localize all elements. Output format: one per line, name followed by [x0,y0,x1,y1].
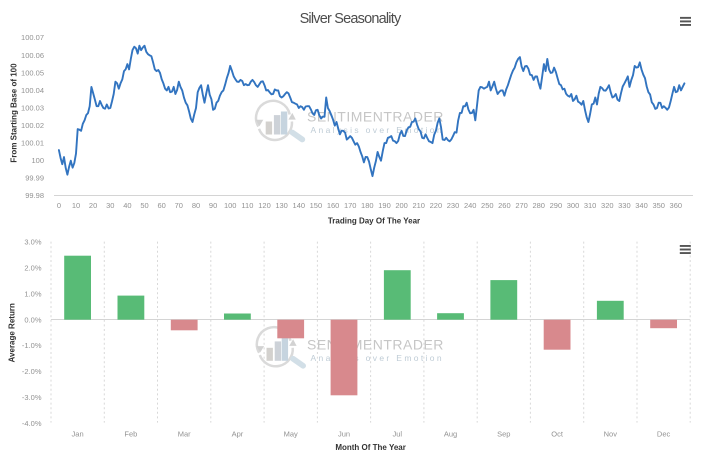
svg-text:340: 340 [635,201,648,210]
svg-text:Dec: Dec [657,429,671,438]
svg-text:-3.0%: -3.0% [22,393,42,402]
svg-text:360: 360 [670,201,683,210]
svg-text:270: 270 [515,201,528,210]
svg-text:100.01: 100.01 [21,139,44,148]
svg-text:320: 320 [601,201,614,210]
svg-text:100: 100 [224,201,237,210]
svg-text:170: 170 [344,201,357,210]
svg-text:10: 10 [72,201,80,210]
svg-text:120: 120 [258,201,271,210]
svg-text:Trading Day Of The Year: Trading Day Of The Year [328,216,420,225]
svg-text:350: 350 [652,201,665,210]
svg-text:100.02: 100.02 [21,121,44,130]
svg-text:160: 160 [327,201,340,210]
svg-text:260: 260 [498,201,511,210]
svg-text:Jun: Jun [338,429,350,438]
svg-text:50: 50 [140,201,148,210]
svg-text:100.04: 100.04 [21,86,44,95]
svg-text:100.06: 100.06 [21,51,44,60]
svg-text:60: 60 [158,201,166,210]
svg-text:Feb: Feb [124,429,137,438]
svg-text:Month Of The Year: Month Of The Year [335,443,406,452]
svg-text:2.0%: 2.0% [24,264,41,273]
svg-text:310: 310 [584,201,597,210]
svg-text:240: 240 [464,201,477,210]
svg-text:20: 20 [89,201,97,210]
svg-text:From Starting Base of 100: From Starting Base of 100 [10,63,19,163]
svg-text:130: 130 [275,201,288,210]
svg-text:Mar: Mar [178,429,191,438]
svg-text:Oct: Oct [551,429,564,438]
svg-text:180: 180 [361,201,374,210]
svg-text:99.98: 99.98 [25,191,44,200]
svg-text:Nov: Nov [604,429,618,438]
svg-text:May: May [284,429,298,438]
svg-text:100: 100 [31,156,44,165]
svg-text:-2.0%: -2.0% [22,367,42,376]
svg-text:3.0%: 3.0% [24,238,41,247]
svg-text:100.03: 100.03 [21,103,44,112]
svg-text:140: 140 [293,201,306,210]
svg-text:110: 110 [241,201,253,210]
svg-text:30: 30 [106,201,114,210]
svg-text:0: 0 [57,201,61,210]
svg-text:90: 90 [209,201,217,210]
svg-text:290: 290 [550,201,563,210]
svg-text:80: 80 [192,201,200,210]
svg-text:200: 200 [395,201,408,210]
svg-text:150: 150 [310,201,323,210]
svg-text:99.99: 99.99 [25,174,44,183]
svg-text:-4.0%: -4.0% [22,419,42,428]
svg-text:40: 40 [123,201,131,210]
svg-text:250: 250 [481,201,494,210]
svg-text:100.05: 100.05 [21,68,44,77]
svg-text:Aug: Aug [444,429,457,438]
svg-text:0.0%: 0.0% [24,315,41,324]
svg-text:Sep: Sep [497,429,510,438]
svg-text:330: 330 [618,201,631,210]
svg-text:190: 190 [378,201,391,210]
svg-text:210: 210 [412,201,425,210]
svg-text:1.0%: 1.0% [24,289,41,298]
svg-text:Jul: Jul [393,429,403,438]
svg-text:Apr: Apr [232,429,244,438]
svg-text:230: 230 [447,201,460,210]
svg-text:Jan: Jan [72,429,84,438]
svg-text:220: 220 [430,201,443,210]
svg-text:Silver Seasonality: Silver Seasonality [300,11,402,27]
svg-text:300: 300 [567,201,580,210]
svg-text:70: 70 [175,201,183,210]
svg-text:Average Return: Average Return [8,303,17,362]
svg-text:280: 280 [532,201,545,210]
svg-text:-1.0%: -1.0% [22,341,42,350]
svg-text:100.07: 100.07 [21,33,44,42]
